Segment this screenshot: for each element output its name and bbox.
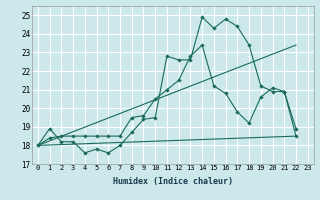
X-axis label: Humidex (Indice chaleur): Humidex (Indice chaleur) xyxy=(113,177,233,186)
